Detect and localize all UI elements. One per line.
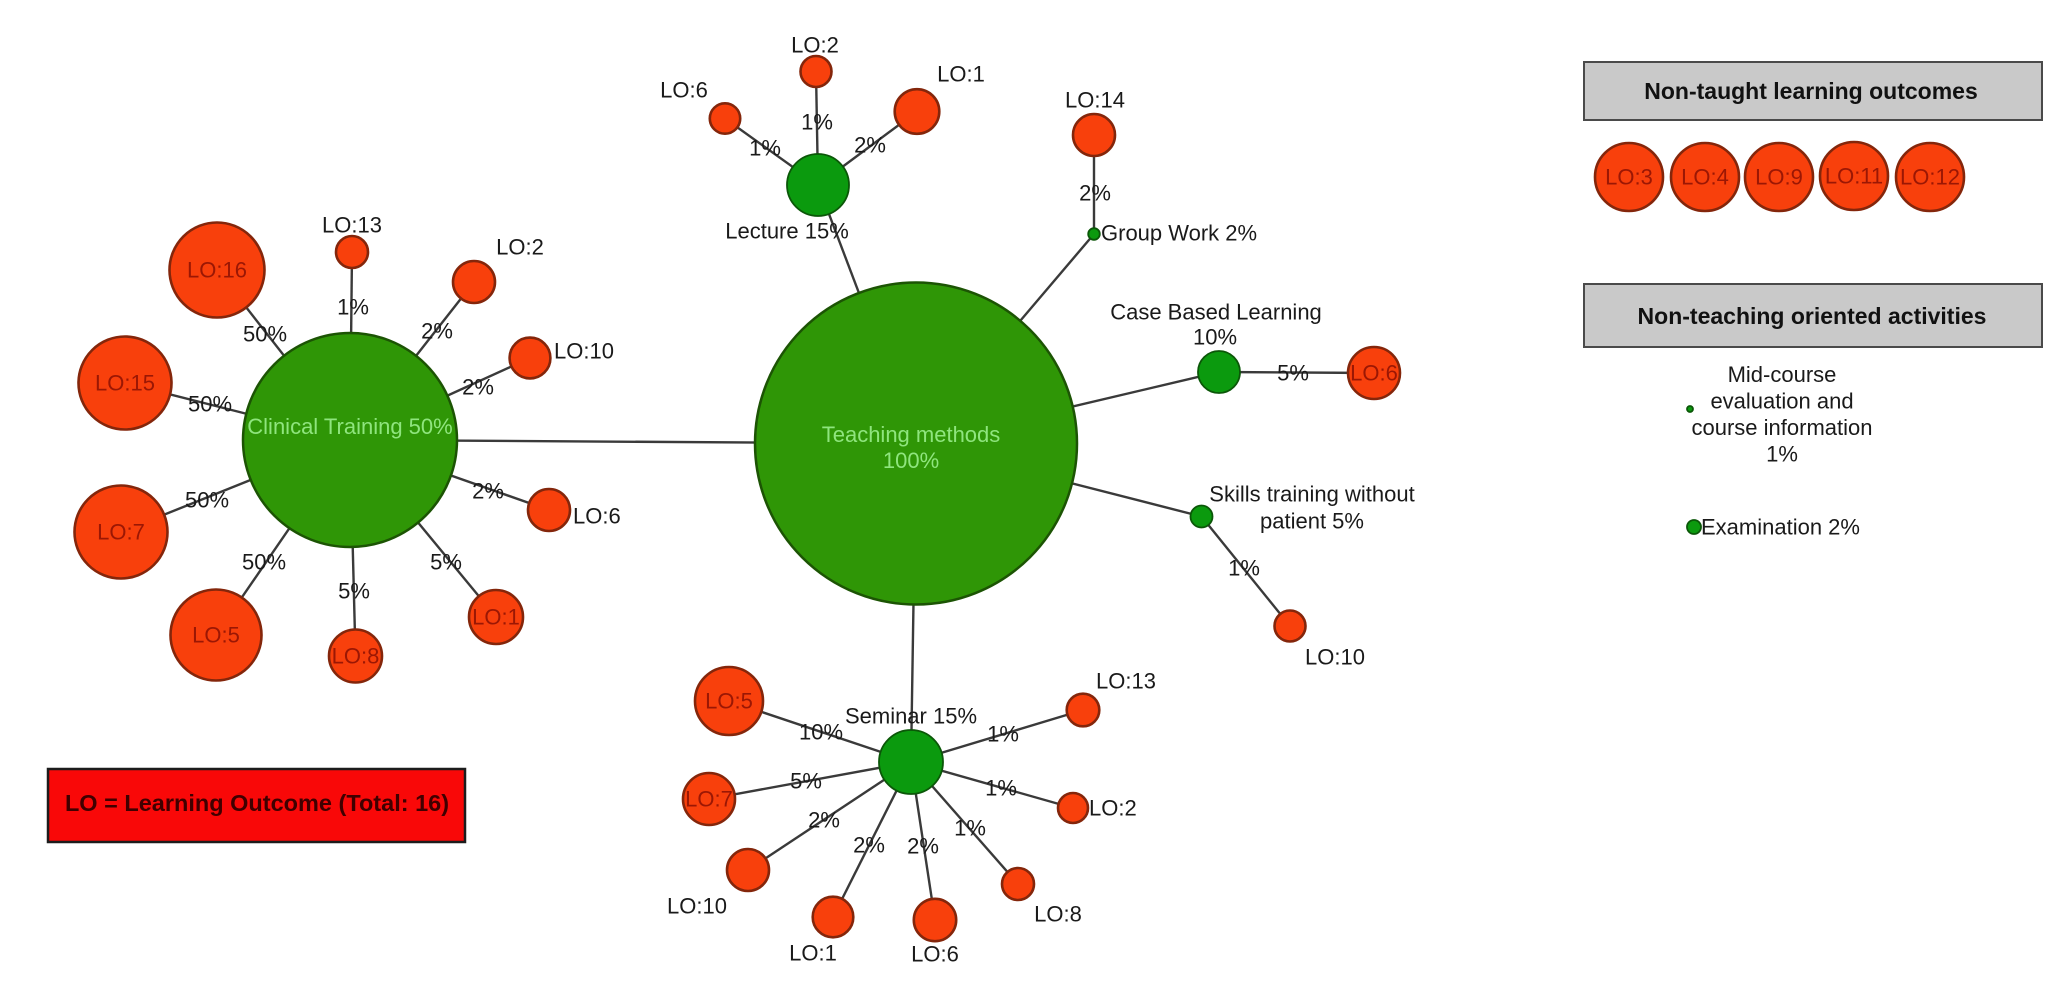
svg-text:50%: 50%: [242, 550, 286, 575]
svg-text:50%: 50%: [243, 322, 287, 347]
svg-text:LO:8: LO:8: [1034, 902, 1082, 927]
svg-text:1%: 1%: [801, 110, 833, 135]
svg-text:2%: 2%: [472, 479, 504, 504]
svg-text:LO:2: LO:2: [791, 33, 839, 58]
svg-text:10%: 10%: [799, 720, 843, 745]
svg-text:LO:6: LO:6: [1350, 361, 1398, 386]
svg-text:2%: 2%: [854, 133, 886, 158]
svg-text:LO:2: LO:2: [496, 235, 544, 260]
svg-text:LO:13: LO:13: [1096, 669, 1156, 694]
svg-text:50%: 50%: [185, 488, 229, 513]
svg-text:1%: 1%: [954, 816, 986, 841]
svg-text:LO:8: LO:8: [332, 644, 380, 669]
svg-text:LO:10: LO:10: [554, 339, 614, 364]
svg-text:LO:1: LO:1: [472, 605, 520, 630]
svg-text:Seminar 15%: Seminar 15%: [845, 704, 977, 729]
svg-text:patient 5%: patient 5%: [1260, 509, 1364, 534]
svg-text:1%: 1%: [985, 776, 1017, 801]
svg-text:LO:9: LO:9: [1755, 165, 1803, 190]
svg-text:LO:13: LO:13: [322, 213, 382, 238]
svg-text:LO:16: LO:16: [187, 258, 247, 283]
svg-text:2%: 2%: [421, 319, 453, 344]
svg-text:Group Work 2%: Group Work 2%: [1101, 221, 1257, 246]
svg-text:LO:12: LO:12: [1900, 165, 1960, 190]
svg-text:2%: 2%: [853, 833, 885, 858]
svg-text:Non-teaching oriented activiti: Non-teaching oriented activities: [1638, 303, 1987, 329]
svg-text:2%: 2%: [1079, 181, 1111, 206]
svg-text:LO = Learning Outcome (Total:: LO = Learning Outcome (Total: 16): [65, 790, 449, 816]
svg-text:5%: 5%: [790, 769, 822, 794]
svg-text:LO:7: LO:7: [685, 787, 733, 812]
svg-text:1%: 1%: [1766, 442, 1798, 467]
svg-text:Teaching methods: Teaching methods: [822, 422, 1001, 447]
svg-text:LO:14: LO:14: [1065, 88, 1125, 113]
svg-text:Clinical Training 50%: Clinical Training 50%: [247, 414, 452, 439]
svg-text:Non-taught learning outcomes: Non-taught learning outcomes: [1644, 78, 1978, 104]
svg-text:LO:4: LO:4: [1681, 165, 1729, 190]
svg-text:1%: 1%: [749, 136, 781, 161]
svg-text:Mid-course: Mid-course: [1728, 362, 1837, 387]
svg-text:50%: 50%: [188, 392, 232, 417]
svg-text:Skills training without: Skills training without: [1209, 482, 1414, 507]
svg-text:1%: 1%: [337, 295, 369, 320]
svg-text:1%: 1%: [1228, 556, 1260, 581]
svg-text:1%: 1%: [987, 722, 1019, 747]
svg-text:LO:5: LO:5: [705, 689, 753, 714]
svg-text:Lecture 15%: Lecture 15%: [725, 219, 849, 244]
svg-text:LO:6: LO:6: [660, 78, 708, 103]
svg-text:100%: 100%: [883, 448, 939, 473]
svg-text:LO:10: LO:10: [1305, 645, 1365, 670]
svg-text:evaluation and: evaluation and: [1710, 389, 1853, 414]
svg-text:course information: course information: [1692, 415, 1873, 440]
svg-text:LO:5: LO:5: [192, 623, 240, 648]
svg-text:LO:10: LO:10: [667, 894, 727, 919]
svg-text:5%: 5%: [338, 579, 370, 604]
svg-text:2%: 2%: [462, 375, 494, 400]
svg-text:5%: 5%: [1277, 361, 1309, 386]
svg-text:LO:6: LO:6: [573, 504, 621, 529]
svg-text:LO:3: LO:3: [1605, 165, 1653, 190]
svg-text:LO:15: LO:15: [95, 371, 155, 396]
svg-text:2%: 2%: [907, 834, 939, 859]
svg-text:Examination 2%: Examination 2%: [1701, 515, 1860, 540]
svg-text:Case Based Learning: Case Based Learning: [1110, 300, 1322, 325]
svg-text:LO:2: LO:2: [1089, 796, 1137, 821]
svg-text:LO:7: LO:7: [97, 520, 145, 545]
svg-text:LO:1: LO:1: [937, 62, 985, 87]
svg-text:5%: 5%: [430, 550, 462, 575]
svg-text:LO:6: LO:6: [911, 942, 959, 967]
svg-text:2%: 2%: [808, 808, 840, 833]
svg-text:10%: 10%: [1193, 325, 1237, 350]
svg-text:LO:11: LO:11: [1825, 164, 1883, 189]
svg-text:LO:1: LO:1: [789, 941, 837, 966]
